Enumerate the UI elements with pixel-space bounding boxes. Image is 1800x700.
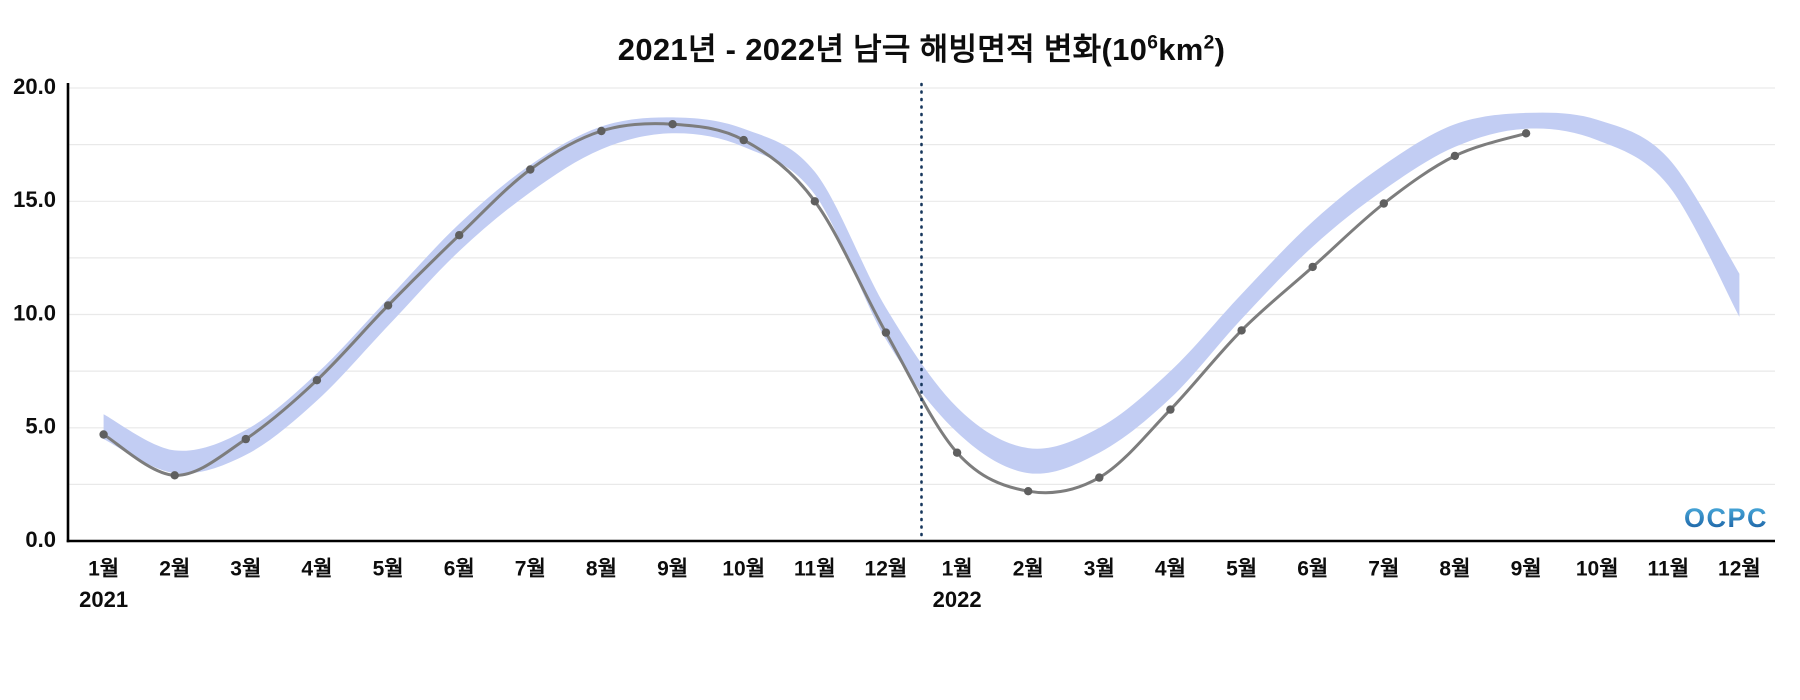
month-label: 8월	[1439, 557, 1470, 580]
chart-title-unit: km	[1158, 32, 1204, 67]
data-point-marker	[383, 301, 393, 310]
data-point-marker	[241, 434, 250, 444]
data-point-marker	[1166, 405, 1175, 414]
y-tick-label: 15.0	[13, 187, 56, 212]
data-point-marker	[1521, 129, 1531, 138]
month-label: 9월	[657, 557, 688, 580]
climatology-band	[103, 112, 1740, 474]
month-label: 11월	[794, 557, 836, 580]
month-label: 12월	[1718, 557, 1761, 580]
month-label: 10월	[1576, 557, 1619, 580]
observed-markers	[99, 120, 1531, 496]
month-label: 11월	[1648, 557, 1690, 580]
month-label: 6월	[444, 557, 475, 580]
data-point-marker	[1023, 487, 1033, 496]
month-label: 9월	[1511, 557, 1542, 580]
month-label: 7월	[515, 557, 546, 580]
month-label: 3월	[1084, 557, 1115, 580]
chart-title-text: 2021년 - 2022년 남극 해빙면적 변화(10	[617, 32, 1148, 67]
month-label: 8월	[586, 557, 617, 580]
data-point-marker	[455, 231, 464, 240]
month-label: 5월	[373, 557, 404, 580]
y-tick-label: 0.0	[25, 527, 56, 552]
y-tick-label: 5.0	[25, 414, 56, 439]
data-point-marker	[810, 197, 819, 206]
month-label: 2월	[159, 557, 190, 580]
month-label: 4월	[1155, 557, 1186, 580]
year-label: 2021	[79, 587, 128, 612]
month-label: 4월	[301, 557, 332, 580]
data-point-marker	[952, 448, 962, 457]
chart-title-close-paren: )	[1214, 32, 1226, 67]
data-point-marker	[1450, 151, 1460, 161]
month-label: 2월	[1013, 557, 1044, 580]
month-label: 12월	[865, 557, 908, 580]
data-point-marker	[597, 126, 606, 136]
chart-title: 2021년 - 2022년 남극 해빙면적 변화(106km2)	[68, 24, 1775, 69]
month-label: 7월	[1368, 557, 1399, 580]
ocpc-logo: OCPC	[1684, 503, 1768, 533]
data-point-marker	[881, 328, 891, 337]
data-point-marker	[526, 165, 535, 174]
data-point-marker	[170, 471, 179, 480]
data-point-marker	[739, 135, 748, 145]
data-point-marker	[1095, 473, 1104, 482]
chart-title-sup-exponent: 6	[1147, 32, 1159, 54]
year-label: 2022	[933, 587, 982, 612]
data-point-marker	[668, 120, 677, 129]
data-point-marker	[99, 430, 108, 439]
y-tick-label: 20.0	[13, 74, 56, 99]
data-point-marker	[312, 376, 322, 385]
month-label: 5월	[1226, 557, 1257, 580]
chart-title-sup-squared: 2	[1203, 32, 1215, 54]
x-tick-labels: 1월 2월 3월 4월 5월 6월 7월 8월 9월 10월 11월 12월 1월 2월 3월 4월 5월 6월 7…	[79, 557, 1761, 612]
month-label: 10월	[722, 557, 765, 580]
month-label: 3월	[230, 557, 261, 580]
month-label: 6월	[1297, 557, 1328, 580]
month-label: 1월	[88, 557, 119, 580]
month-label: 1월	[942, 557, 973, 580]
data-point-marker	[1308, 262, 1317, 272]
observed-line	[102, 122, 1528, 495]
y-tick-labels: 0.0 5.0 10.0 15.0 20.0	[13, 74, 56, 552]
data-point-marker	[1237, 326, 1246, 335]
data-point-marker	[1379, 199, 1389, 208]
y-tick-label: 10.0	[13, 300, 56, 325]
